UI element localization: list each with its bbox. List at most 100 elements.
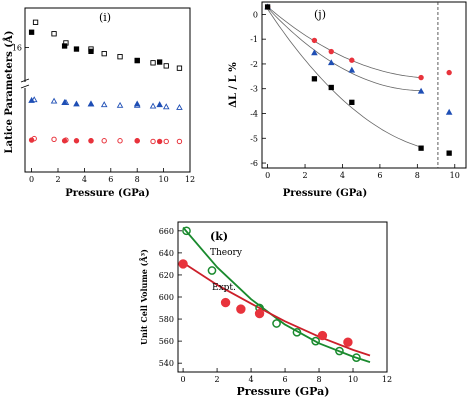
panel-j-marks: [264, 3, 453, 156]
panel-k-x-tick-label: 4: [249, 375, 254, 384]
panel-i-point: [133, 101, 141, 108]
panel-j-point: [311, 49, 318, 56]
panel-i-x-tick-label: 10: [159, 175, 169, 184]
panel-j-point: [328, 48, 334, 55]
panel-i-x-axis-label: Pressure (GPa): [65, 188, 150, 199]
panel-k-label: (k): [210, 230, 228, 243]
panel-i: 0 2 4 6 8 10 12 16 (i) Pressure (GPa) Latice Pa…: [3, 7, 195, 199]
panel-i-point: [50, 97, 58, 104]
panel-k-y-tick-label: 620: [159, 271, 174, 280]
panel-i-axis-break-gap: [21, 82, 29, 88]
panel-i-point: [156, 101, 163, 108]
panel-j-y-tick-label: -1: [250, 35, 258, 44]
panel-k-axes: 0 2 4 6 8 10 12 540 560 580 600 620 640 660: [159, 227, 392, 384]
panel-j-fit-curve: [267, 7, 422, 92]
panel-k-point: [254, 308, 265, 319]
panel-k-frame: [177, 221, 388, 373]
panel-i-point: [156, 59, 163, 65]
panel-j-y-tick-label: -3: [250, 85, 258, 94]
panel-k-point: [335, 346, 344, 356]
panel-j-y-tick-label: 0: [253, 10, 258, 19]
panel-i-point: [163, 138, 169, 145]
panel-j-point: [446, 69, 452, 76]
panel-i-point: [51, 136, 57, 143]
panel-i-label: (i): [99, 11, 111, 24]
panel-i-point: [73, 138, 80, 144]
panel-i-point: [100, 101, 108, 108]
panel-i-y-tick-label: 16: [12, 44, 22, 53]
panel-i-axis-break-mark: [20, 84, 30, 89]
panel-k-point: [317, 330, 328, 341]
panel-i-point: [134, 57, 140, 64]
panel-j-x-tick-label: 10: [450, 171, 460, 180]
panel-j-point: [328, 84, 334, 91]
panel-k-point: [220, 297, 231, 308]
panel-j-y-tick-label: -5: [250, 134, 258, 143]
panel-j-point: [349, 99, 355, 105]
panel-i-point: [117, 54, 123, 60]
panel-j-x-axis-label: Pressure (GPa): [283, 188, 368, 199]
panel-k-expt-annotation: Expt.: [212, 283, 236, 293]
panel-j-point: [417, 87, 425, 94]
panel-j-x-tick-label: 8: [415, 171, 420, 180]
panel-i-point: [117, 138, 123, 144]
panel-k-point: [178, 259, 188, 269]
panel-i-point: [32, 19, 39, 25]
panel-k-y-axis-label: Unit Cell Volume (Å³): [139, 249, 149, 345]
panel-j: 0 2 4 6 8 100-1-2-3-4-5-6 (j) Pressure (GPa) …: [228, 1, 467, 199]
panel-j-x-tick-label: 2: [302, 171, 307, 180]
panel-i-point: [62, 99, 70, 105]
panel-j-point: [349, 57, 355, 63]
panel-i-point: [101, 138, 107, 144]
panel-k-point: [182, 226, 191, 236]
panel-i-point: [162, 103, 170, 110]
panel-i-point: [61, 43, 68, 49]
panel-i-x-tick-label: 6: [108, 175, 113, 184]
panel-j-point: [446, 150, 452, 156]
panel-j-y-axis-label: ΔL / L %: [228, 62, 239, 108]
panel-i-point: [150, 138, 156, 145]
panel-k-point: [236, 304, 246, 314]
panel-k-fit-line: [182, 262, 371, 357]
panel-i-point: [88, 138, 94, 144]
panel-k-x-tick-label: 10: [348, 375, 358, 384]
panel-i-x-tick-label: 2: [55, 175, 60, 184]
panel-i-axis-break-mark: [20, 78, 30, 83]
panel-i-x-tick-label: 8: [135, 175, 140, 184]
panel-i-point: [176, 104, 183, 110]
panel-k-y-tick-label: 660: [159, 227, 174, 236]
panel-k-x-tick-label: 8: [316, 375, 321, 384]
panel-k-point: [207, 266, 217, 275]
panel-i-point: [163, 63, 169, 69]
panel-i-x-tick-label: 12: [185, 175, 195, 184]
panel-i-x-tick-label: 4: [82, 175, 87, 184]
panel-i-point: [63, 40, 69, 46]
panel-j-point: [418, 145, 424, 151]
panel-i-axes: 0 2 4 6 8 10 12 16: [12, 44, 195, 184]
panel-k-point: [272, 319, 281, 328]
panel-j-point: [445, 108, 453, 115]
panel-j-x-tick-label: 6: [377, 171, 382, 180]
panel-k-point: [311, 336, 320, 346]
panel-k-x-tick-label: 0: [181, 375, 186, 384]
panel-j-frame: [261, 1, 467, 169]
panel-i-point: [176, 65, 183, 71]
panel-i-point: [149, 102, 157, 109]
panel-k-y-tick-label: 580: [159, 315, 174, 324]
panel-j-fit-curve: [267, 6, 422, 78]
panel-i-point: [51, 31, 57, 37]
panel-i-point: [87, 100, 95, 107]
panel-j-point: [264, 4, 271, 10]
panel-j-y-tick-label: -2: [250, 60, 258, 69]
panel-k-y-tick-label: 540: [159, 359, 174, 368]
panel-k-marks: [178, 226, 371, 363]
panel-j-point: [311, 37, 318, 44]
panel-j-x-tick-label: 4: [340, 171, 345, 180]
panel-i-point: [156, 138, 163, 145]
panel-k-x-tick-label: 6: [283, 375, 288, 384]
panel-i-x-tick-label: 0: [29, 175, 34, 184]
panel-k-x-tick-label: 2: [215, 375, 220, 384]
panel-k-theory-annotation: Theory: [210, 248, 243, 258]
panel-i-marks: [28, 19, 183, 145]
